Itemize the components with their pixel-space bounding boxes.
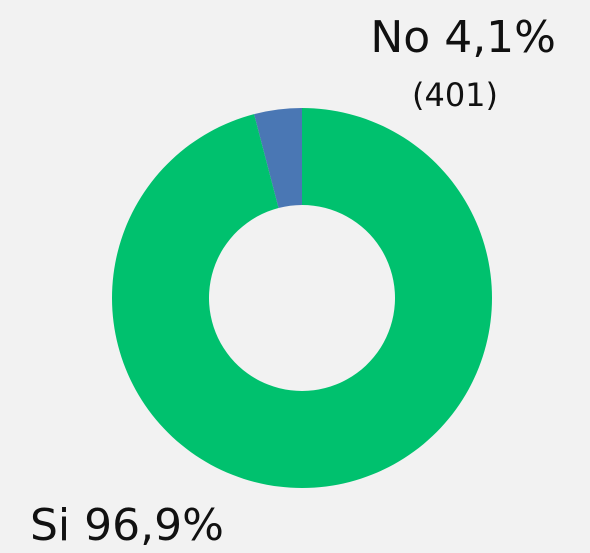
slice	[254, 108, 302, 209]
slice-label: Si 96,9%	[30, 500, 224, 551]
slice	[112, 108, 493, 488]
value-label: 96,9%	[84, 500, 224, 551]
category-name: No	[370, 12, 430, 63]
annotation: (401)	[412, 76, 498, 114]
slice-label: No 4,1%	[370, 12, 556, 63]
category-name: Si	[30, 500, 70, 551]
value-label: 4,1%	[444, 12, 556, 63]
